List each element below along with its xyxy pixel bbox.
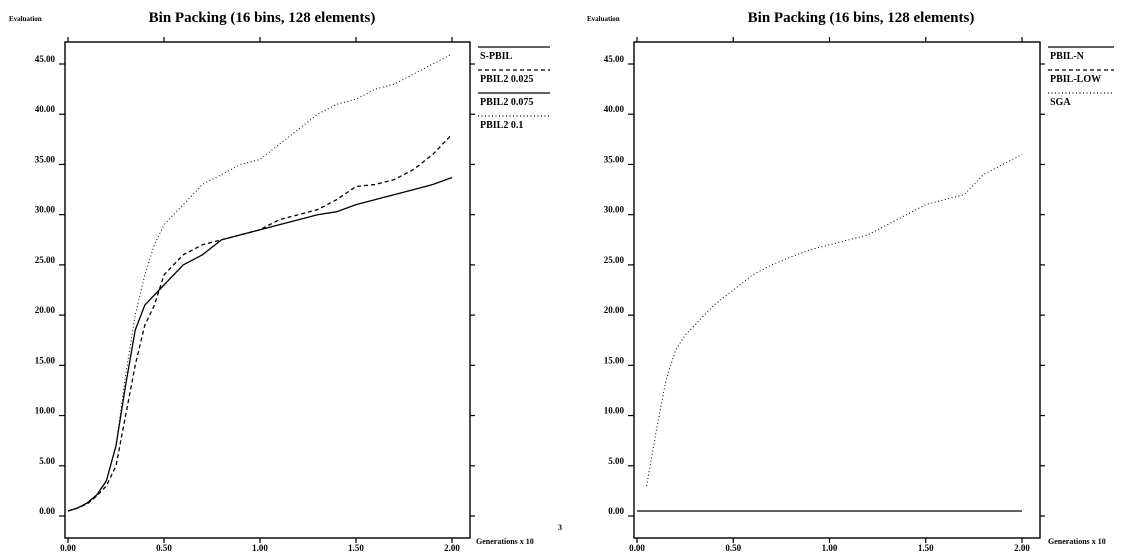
y-tick-label: 5.00 (608, 456, 624, 466)
x-tick-label: 0.50 (725, 543, 741, 553)
chart-panel-2: Bin Packing (16 bins, 128 elements) Evalu… (587, 10, 1114, 553)
y-tick-label: 30.00 (604, 205, 625, 215)
chart-title: Bin Packing (16 bins, 128 elements) (748, 10, 975, 26)
legend-label: SGA (1050, 97, 1071, 108)
x-tick-label: 2.00 (1014, 543, 1030, 553)
legend-label: S-PBIL (480, 51, 513, 62)
y-tick-label: 30.00 (35, 205, 56, 215)
y-tick-label: 35.00 (604, 154, 625, 164)
y-tick-label: 10.00 (604, 406, 625, 416)
y-tick-label: 0.00 (608, 506, 624, 516)
y-tick-label: 5.00 (39, 456, 55, 466)
legend-label: PBIL-LOW (1050, 74, 1101, 85)
x-axis-label: Generations x 10 (1048, 537, 1106, 546)
legend-label: PBIL2 0.075 (480, 97, 533, 108)
x-tick-label: 1.50 (918, 543, 934, 553)
y-tick-label: 10.00 (35, 406, 56, 416)
y-axis-label: Evaluation (587, 15, 620, 23)
y-tick-label: 20.00 (604, 305, 625, 315)
x-tick-label: 1.00 (822, 543, 838, 553)
series-line-2 (67, 133, 453, 512)
chart-title: Bin Packing (16 bins, 128 elements) (149, 10, 376, 26)
plot-frame (633, 41, 1041, 539)
y-tick-label: 45.00 (35, 54, 56, 64)
y-tick-label: 35.00 (35, 154, 56, 164)
x-tick-label: 1.00 (252, 543, 268, 553)
series-line-4 (67, 53, 453, 512)
x-tick-label: 2.00 (444, 543, 460, 553)
legend-label: PBIL2 0.025 (480, 74, 533, 85)
y-tick-label: 40.00 (604, 104, 625, 114)
plot-frame (64, 41, 471, 539)
legend-label: PBIL2 0.1 (480, 120, 523, 131)
x-axis-exponent: 3 (558, 523, 562, 532)
legend-label: PBIL-N (1050, 51, 1085, 62)
y-tick-label: 20.00 (35, 305, 56, 315)
x-tick-label: 0.00 (60, 543, 76, 553)
y-tick-label: 25.00 (604, 255, 625, 265)
y-tick-label: 15.00 (35, 355, 56, 365)
chart-panel-1: Bin Packing (16 bins, 128 elements) Evalu… (9, 10, 562, 553)
y-tick-label: 15.00 (604, 355, 625, 365)
y-tick-label: 40.00 (35, 104, 56, 114)
x-tick-label: 0.00 (629, 543, 645, 553)
y-tick-label: 45.00 (604, 54, 625, 64)
series-line-3 (646, 153, 1023, 486)
y-axis-label: Evaluation (9, 15, 42, 23)
y-tick-label: 25.00 (35, 255, 56, 265)
x-axis-label: Generations x 10 (476, 537, 534, 546)
series-line-1 (67, 176, 453, 512)
x-tick-label: 0.50 (156, 543, 172, 553)
x-tick-label: 1.50 (348, 543, 364, 553)
y-tick-label: 0.00 (39, 506, 55, 516)
